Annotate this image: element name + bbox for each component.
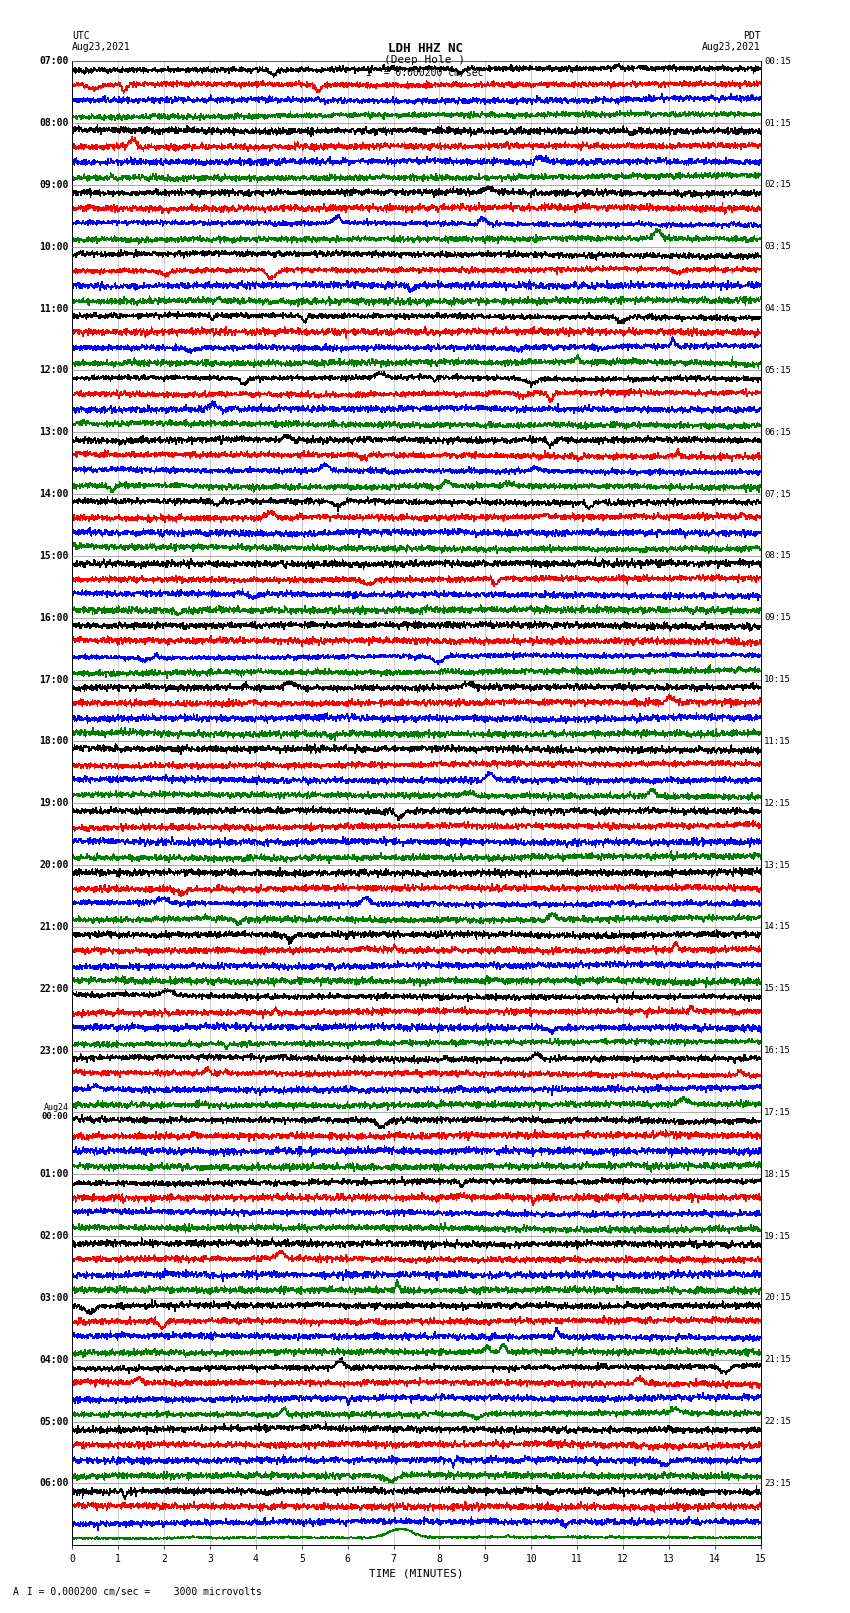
Text: 08:15: 08:15 <box>764 552 791 560</box>
Text: 20:15: 20:15 <box>764 1294 791 1302</box>
Text: 06:15: 06:15 <box>764 427 791 437</box>
Text: LDH HHZ NC: LDH HHZ NC <box>388 42 462 55</box>
Text: 22:00: 22:00 <box>39 984 69 994</box>
Text: 14:00: 14:00 <box>39 489 69 498</box>
Text: 06:00: 06:00 <box>39 1479 69 1489</box>
Text: A: A <box>13 1587 19 1597</box>
Text: 15:15: 15:15 <box>764 984 791 994</box>
Text: 02:15: 02:15 <box>764 181 791 189</box>
Text: 10:15: 10:15 <box>764 676 791 684</box>
Text: 11:15: 11:15 <box>764 737 791 745</box>
Text: 18:00: 18:00 <box>39 737 69 747</box>
Text: 09:15: 09:15 <box>764 613 791 623</box>
Text: I = 0.000200 cm/sec =    3000 microvolts: I = 0.000200 cm/sec = 3000 microvolts <box>21 1587 262 1597</box>
Text: 12:15: 12:15 <box>764 798 791 808</box>
Text: Aug24: Aug24 <box>44 1103 69 1113</box>
Text: 11:00: 11:00 <box>39 303 69 313</box>
Text: 16:15: 16:15 <box>764 1047 791 1055</box>
Text: 07:00: 07:00 <box>39 56 69 66</box>
Text: 05:00: 05:00 <box>39 1416 69 1426</box>
Text: 21:15: 21:15 <box>764 1355 791 1365</box>
Text: 16:00: 16:00 <box>39 613 69 623</box>
Text: 04:15: 04:15 <box>764 305 791 313</box>
Text: 15:00: 15:00 <box>39 552 69 561</box>
Text: Aug23,2021: Aug23,2021 <box>702 42 761 52</box>
Text: 17:00: 17:00 <box>39 674 69 684</box>
Text: 23:15: 23:15 <box>764 1479 791 1487</box>
Text: 23:00: 23:00 <box>39 1045 69 1055</box>
Text: 09:00: 09:00 <box>39 181 69 190</box>
Text: 07:15: 07:15 <box>764 490 791 498</box>
Text: 12:00: 12:00 <box>39 366 69 376</box>
Text: (Deep Hole ): (Deep Hole ) <box>384 55 466 65</box>
X-axis label: TIME (MINUTES): TIME (MINUTES) <box>369 1568 464 1579</box>
Text: PDT: PDT <box>743 31 761 40</box>
Text: 03:00: 03:00 <box>39 1294 69 1303</box>
Text: UTC: UTC <box>72 31 90 40</box>
Text: 21:00: 21:00 <box>39 923 69 932</box>
Text: 22:15: 22:15 <box>764 1418 791 1426</box>
Text: 13:15: 13:15 <box>764 861 791 869</box>
Text: 18:15: 18:15 <box>764 1169 791 1179</box>
Text: 17:15: 17:15 <box>764 1108 791 1116</box>
Text: 19:15: 19:15 <box>764 1232 791 1240</box>
Text: 19:00: 19:00 <box>39 798 69 808</box>
Text: 20:00: 20:00 <box>39 860 69 869</box>
Text: 14:15: 14:15 <box>764 923 791 931</box>
Text: 01:15: 01:15 <box>764 119 791 127</box>
Text: 13:00: 13:00 <box>39 427 69 437</box>
Text: 10:00: 10:00 <box>39 242 69 252</box>
Text: 04:00: 04:00 <box>39 1355 69 1365</box>
Text: 05:15: 05:15 <box>764 366 791 374</box>
Text: 03:15: 03:15 <box>764 242 791 252</box>
Text: 02:00: 02:00 <box>39 1231 69 1240</box>
Text: I  = 0.000200 cm/sec: I = 0.000200 cm/sec <box>366 68 484 77</box>
Text: 00:00: 00:00 <box>42 1113 69 1121</box>
Text: 01:00: 01:00 <box>39 1169 69 1179</box>
Text: Aug23,2021: Aug23,2021 <box>72 42 131 52</box>
Text: 00:15: 00:15 <box>764 56 791 66</box>
Text: 08:00: 08:00 <box>39 118 69 127</box>
